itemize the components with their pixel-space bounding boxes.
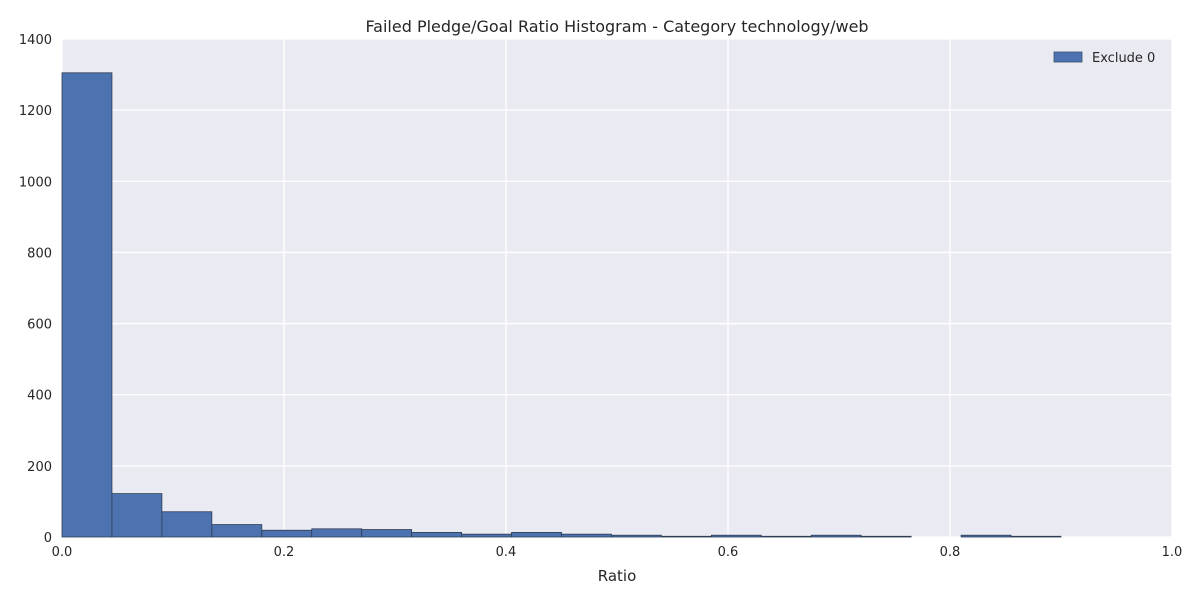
y-tick-label: 200 xyxy=(27,460,52,475)
y-tick-label: 0 xyxy=(44,531,52,546)
histogram-bar xyxy=(161,511,213,538)
y-tick-label: 800 xyxy=(27,246,52,261)
legend-swatch xyxy=(1053,51,1083,63)
histogram-bar xyxy=(461,533,512,538)
histogram-bar xyxy=(261,529,313,538)
tick-labels: 0.0 0.2 0.4 0.6 0.8 1.0 0 200 400 600 800 1000 1200 1… xyxy=(19,33,1182,560)
histogram-bar xyxy=(361,529,413,538)
histogram-bar xyxy=(211,524,263,538)
y-tick-label: 1200 xyxy=(19,104,52,119)
plot-background xyxy=(62,39,1172,537)
legend: Exclude 0 xyxy=(1053,51,1155,66)
histogram-bar xyxy=(411,531,462,538)
histogram-bar xyxy=(661,535,712,538)
histogram-bar xyxy=(960,534,1012,538)
histogram-bar xyxy=(511,531,562,538)
y-tick-label: 400 xyxy=(27,389,52,404)
histogram-bar xyxy=(1010,535,1062,538)
x-tick-label: 1.0 xyxy=(1162,545,1183,560)
histogram-bar xyxy=(561,533,612,538)
histogram-bar xyxy=(860,535,912,538)
histogram-bar xyxy=(710,534,762,538)
legend-label: Exclude 0 xyxy=(1092,51,1155,66)
histogram-bar xyxy=(810,534,862,538)
x-tick-label: 0.8 xyxy=(940,545,961,560)
y-tick-label: 1000 xyxy=(19,175,52,190)
grid-lines xyxy=(61,38,1173,538)
histogram-bar xyxy=(111,493,163,538)
histogram-bars xyxy=(61,72,1062,538)
histogram-bar xyxy=(611,534,662,538)
y-tick-label: 600 xyxy=(27,318,52,333)
x-tick-label: 0.4 xyxy=(496,545,517,560)
histogram-bar xyxy=(760,535,812,538)
x-tick-label: 0.6 xyxy=(718,545,739,560)
histogram-bar xyxy=(311,528,363,538)
x-axis-label: Ratio xyxy=(598,567,637,585)
histogram-bar xyxy=(61,72,113,538)
x-tick-label: 0.0 xyxy=(52,545,73,560)
chart-title: Failed Pledge/Goal Ratio Histogram - Cat… xyxy=(365,17,868,36)
x-tick-label: 0.2 xyxy=(274,545,295,560)
y-tick-label: 1400 xyxy=(19,33,52,48)
